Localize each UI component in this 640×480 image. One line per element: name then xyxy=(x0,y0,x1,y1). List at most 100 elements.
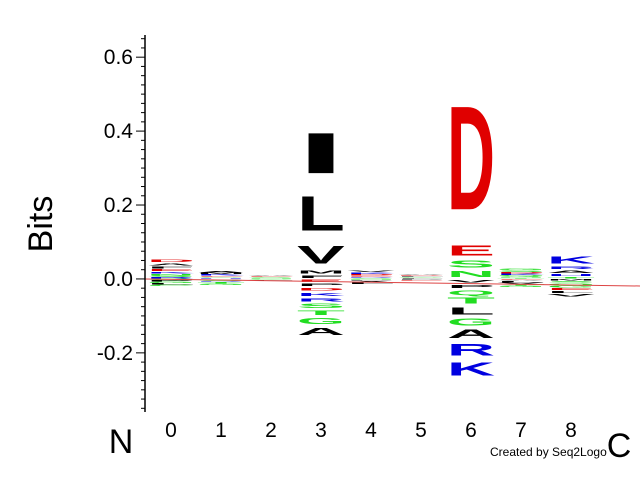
y-tick-label: 0.6 xyxy=(104,46,133,69)
residue-letter: S xyxy=(547,281,595,283)
residue-letter: E xyxy=(147,269,195,272)
y-tick-label: 0.2 xyxy=(104,194,133,217)
residue-E: E xyxy=(297,279,345,283)
y-tick-label: 0.4 xyxy=(104,120,134,143)
residue-letter: L xyxy=(547,291,595,294)
y-axis: -0.2 0.0 0.2 0.4 0.6 xyxy=(97,35,146,412)
residue-E: E xyxy=(347,276,395,277)
residue-D: D xyxy=(397,275,445,276)
position-label-1: 1 xyxy=(215,419,227,442)
residue-G: G xyxy=(197,284,245,285)
residue-letter: R xyxy=(297,297,345,303)
residue-letter: V xyxy=(447,279,495,283)
residue-K: K xyxy=(447,359,495,379)
residue-D: D xyxy=(147,259,195,263)
y-tick-label: -0.2 xyxy=(97,342,133,365)
position-label-4: 4 xyxy=(365,419,377,442)
residue-letter: D xyxy=(347,274,395,275)
residue-N: N xyxy=(247,278,295,279)
residue-P: P xyxy=(297,283,345,287)
residue-N: N xyxy=(347,279,395,280)
residue-letter: A xyxy=(197,271,245,273)
position-label-0: 0 xyxy=(165,419,177,442)
residue-L: L xyxy=(247,280,295,281)
residue-letter: T xyxy=(447,296,495,305)
residue-letter: K xyxy=(547,255,595,266)
residue-letter: T xyxy=(197,282,245,283)
residue-R: R xyxy=(147,277,195,278)
residue-letter: A xyxy=(247,275,295,276)
residue-L: L xyxy=(347,283,395,284)
residue-A: A xyxy=(147,263,195,266)
residue-Q: Q xyxy=(447,289,495,296)
residue-letter: N xyxy=(447,270,495,279)
residue-letter: S xyxy=(247,277,295,278)
residue-letter: L xyxy=(497,281,545,282)
residue-P: P xyxy=(447,283,495,289)
residue-L: L xyxy=(397,276,445,277)
residue-G: G xyxy=(547,285,595,288)
residue-letter: D xyxy=(447,76,495,241)
residue-letter: G xyxy=(397,277,445,278)
residue-letter: N xyxy=(247,278,295,279)
residue-letter: P xyxy=(397,279,445,280)
residue-letter: N xyxy=(347,279,395,280)
credit-text: Created by Seq2Logo xyxy=(490,445,607,459)
residue-E: E xyxy=(247,276,295,277)
residue-D: D xyxy=(447,76,495,241)
residue-letter: G xyxy=(297,317,345,326)
residue-D: D xyxy=(347,274,395,275)
residue-S: S xyxy=(197,280,245,281)
zero-baseline xyxy=(144,278,640,287)
residue-P: P xyxy=(147,280,195,281)
residue-M: M xyxy=(547,279,595,281)
residue-K: K xyxy=(197,274,245,275)
residue-E: E xyxy=(197,276,245,277)
residue-T: T xyxy=(447,296,495,305)
position-label-5: 5 xyxy=(415,419,427,442)
residue-A: A xyxy=(247,275,295,276)
residue-S: S xyxy=(247,277,295,278)
residue-P: P xyxy=(347,280,395,281)
residue-letter: A xyxy=(447,328,495,341)
residue-A: A xyxy=(547,270,595,274)
residue-letter: N xyxy=(497,277,545,278)
residue-G: G xyxy=(297,317,345,326)
residue-T: T xyxy=(547,277,595,279)
residue-A: A xyxy=(397,274,445,275)
residue-letter: Q xyxy=(447,289,495,296)
residue-letter: K xyxy=(497,274,545,275)
residue-letter: F xyxy=(397,278,445,279)
residue-E: E xyxy=(397,280,445,281)
residue-letter: T xyxy=(547,277,595,279)
residue-G: G xyxy=(447,317,495,328)
residue-P: P xyxy=(197,279,245,280)
residue-letter: G xyxy=(247,279,295,280)
residue-S: S xyxy=(497,270,545,272)
residue-N: N xyxy=(447,270,495,279)
residue-T: T xyxy=(497,284,545,285)
residue-letter: K xyxy=(197,274,245,275)
residue-L: L xyxy=(547,291,595,294)
residue-K: K xyxy=(547,255,595,266)
residue-T: T xyxy=(297,309,345,316)
residue-letter: T xyxy=(497,284,545,285)
residue-letter: G xyxy=(197,284,245,285)
residue-letter: E xyxy=(347,276,395,277)
residue-letter: Q xyxy=(497,275,545,276)
residue-letter: Q xyxy=(547,283,595,285)
residue-letter: G xyxy=(547,285,595,288)
y-tick-label: 0.0 xyxy=(104,268,133,291)
residue-A: A xyxy=(497,280,545,281)
residue-C: C xyxy=(147,285,195,286)
residue-L: L xyxy=(147,283,195,284)
residue-N: N xyxy=(497,277,545,278)
residue-R: R xyxy=(197,281,245,282)
residue-E: E xyxy=(147,269,195,272)
residue-K: K xyxy=(347,273,395,274)
residue-letter: S xyxy=(497,270,545,272)
residue-G: G xyxy=(497,268,545,270)
residue-letter: V xyxy=(297,241,345,269)
residue-R: R xyxy=(297,297,345,303)
residue-letter: D xyxy=(147,259,195,263)
